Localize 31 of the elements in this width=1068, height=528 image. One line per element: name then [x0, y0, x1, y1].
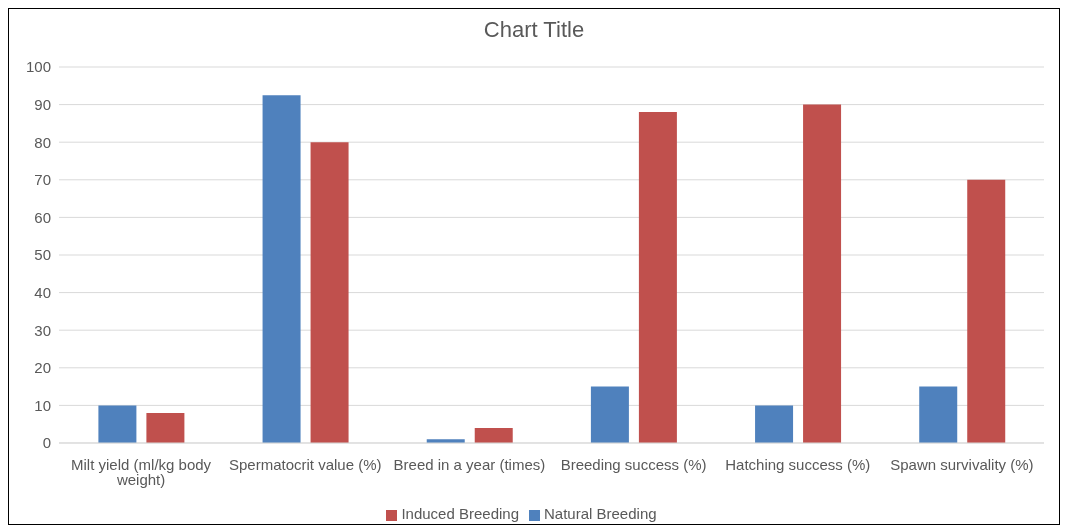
x-tick-label: Spawn survivality (%) [890, 455, 1034, 473]
y-tick-label: 10 [34, 396, 51, 414]
bar [919, 386, 958, 443]
bar [967, 179, 1006, 443]
y-tick-label: 90 [34, 95, 51, 113]
bar [474, 427, 513, 443]
y-tick-label: 30 [34, 321, 51, 339]
x-tick-label: Breeding success (%) [560, 455, 707, 473]
y-tick-label: 80 [34, 133, 51, 151]
x-tick-label: Hatching success (%) [725, 455, 871, 473]
bar [803, 104, 842, 443]
y-tick-label: 100 [25, 58, 51, 76]
bar [755, 405, 794, 443]
x-tick-label: Breed in a year (times) [393, 455, 546, 473]
y-tick-label: 40 [34, 283, 51, 301]
bar [590, 386, 629, 443]
bar [262, 95, 301, 443]
y-tick-label: 70 [34, 171, 51, 189]
bar [146, 412, 185, 443]
bar [638, 112, 677, 443]
y-tick-label: 60 [34, 208, 51, 226]
y-tick-label: 50 [34, 246, 51, 264]
y-tick-label: 0 [42, 434, 51, 452]
legend-label: Natural Breeding [544, 505, 657, 522]
y-tick-label: 20 [34, 359, 51, 377]
x-tick-label: Spermatocrit value (%) [228, 455, 382, 473]
bar [98, 405, 137, 443]
chart-title: Chart Title [482, 17, 586, 44]
x-tick-label: Milt yield (ml/kg body weight) [71, 455, 212, 488]
bar [310, 142, 349, 443]
legend-label: Induced Breeding [401, 505, 519, 522]
